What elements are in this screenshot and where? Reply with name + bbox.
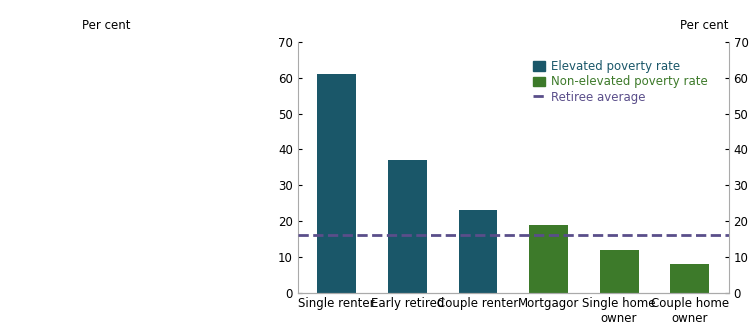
Bar	[599, 250, 639, 293]
Text: Per cent: Per cent	[680, 19, 728, 32]
Legend: Elevated poverty rate, Non-elevated poverty rate, Retiree average: Elevated poverty rate, Non-elevated pove…	[528, 55, 712, 109]
Text: Per cent: Per cent	[82, 19, 130, 32]
Bar	[388, 160, 427, 293]
Bar	[317, 74, 356, 293]
Bar	[529, 224, 568, 293]
Bar	[458, 210, 498, 293]
Bar	[670, 264, 709, 293]
